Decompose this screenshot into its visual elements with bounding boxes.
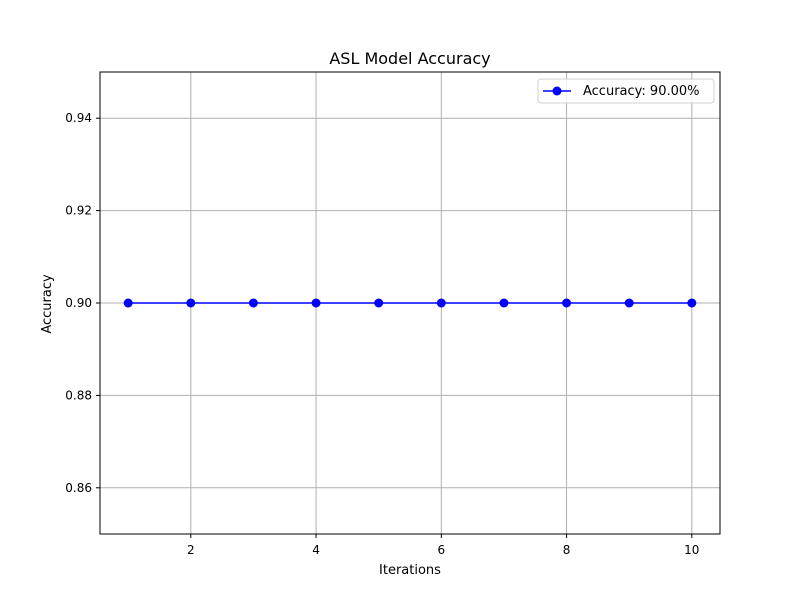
data-point: [562, 298, 572, 308]
data-point: [186, 298, 196, 308]
data-point: [436, 298, 446, 308]
y-tick-label: 0.92: [65, 204, 92, 218]
x-axis-label: Iterations: [379, 563, 441, 578]
y-tick-label: 0.90: [65, 296, 92, 310]
y-axis-label: Accuracy: [40, 274, 55, 334]
x-tick-label: 2: [187, 543, 195, 557]
y-tick-label: 0.94: [65, 111, 92, 125]
data-point: [624, 298, 634, 308]
legend-marker-swatch: [552, 86, 562, 96]
data-point: [123, 298, 133, 308]
x-tick-label: 4: [312, 543, 320, 557]
x-tick-label: 8: [563, 543, 571, 557]
x-tick-label: 10: [684, 543, 699, 557]
data-point: [248, 298, 258, 308]
data-point: [499, 298, 509, 308]
data-point: [374, 298, 384, 308]
y-tick-label: 0.86: [65, 481, 92, 495]
axis-ticks: 2 4 6 8 10 0.86 0.88 0.90 0.92 0.94: [65, 111, 699, 557]
data-point: [311, 298, 321, 308]
data-point: [687, 298, 697, 308]
chart-title: ASL Model Accuracy: [329, 49, 490, 68]
y-tick-label: 0.88: [65, 388, 92, 402]
series-layer: [123, 298, 697, 308]
legend-label: Accuracy: 90.00%: [583, 84, 700, 99]
x-tick-label: 6: [437, 543, 445, 557]
legend-box: [537, 78, 715, 104]
legend: Accuracy: 90.00%: [537, 78, 715, 104]
plot-frame: [99, 71, 721, 535]
